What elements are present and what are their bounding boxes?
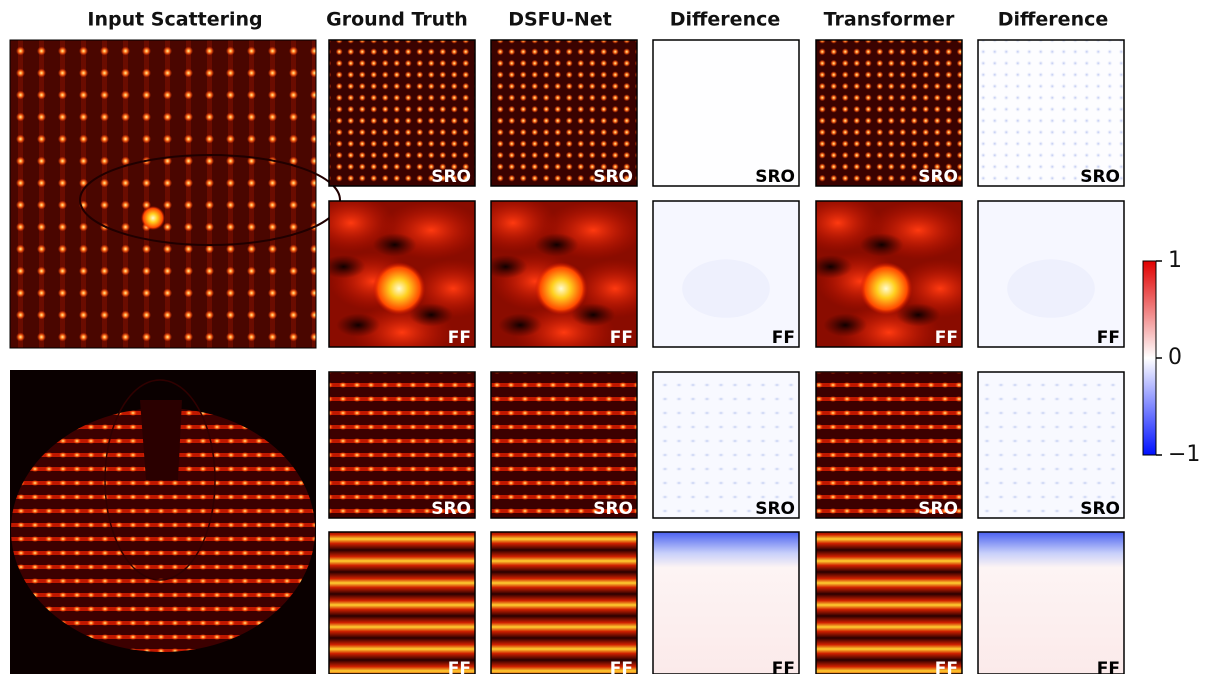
- panel-label: SRO: [1080, 499, 1120, 519]
- image-panel: [816, 201, 962, 347]
- image-panel: [653, 201, 799, 347]
- panel-label: SRO: [755, 167, 795, 187]
- column-header: Difference: [998, 9, 1109, 31]
- panel-label: SRO: [431, 499, 471, 519]
- image-panel: [329, 40, 475, 186]
- image-panel: [816, 40, 962, 186]
- image-panel: [978, 372, 1124, 518]
- panel-label: FF: [610, 328, 633, 348]
- image-panel: [491, 40, 637, 186]
- colorbar-tick-label: 0: [1168, 345, 1182, 370]
- panel-label: FF: [935, 328, 958, 348]
- panel-label: SRO: [1080, 167, 1120, 187]
- panel-label: FF: [772, 328, 795, 348]
- panel-label: SRO: [918, 499, 958, 519]
- image-panel: [653, 40, 799, 186]
- image-panel: [653, 532, 799, 674]
- image-panel: [978, 40, 1124, 186]
- panel-label: SRO: [431, 167, 471, 187]
- column-header: Ground Truth: [326, 9, 468, 31]
- image-panel: [329, 532, 475, 674]
- panel-label: FF: [935, 659, 958, 674]
- panel-label: SRO: [593, 499, 633, 519]
- panel-label: SRO: [918, 167, 958, 187]
- panel-label: FF: [610, 659, 633, 674]
- colorbar-tick-label: 1: [1168, 248, 1182, 273]
- column-header: Transformer: [824, 9, 955, 31]
- panel-label: FF: [1097, 328, 1120, 348]
- panel-label: FF: [448, 328, 471, 348]
- colorbar: [1143, 261, 1156, 455]
- image-panel: [978, 532, 1124, 674]
- image-panel: [329, 372, 475, 518]
- input-top: [10, 40, 340, 348]
- image-panel: [978, 201, 1124, 347]
- panel-label: SRO: [593, 167, 633, 187]
- image-panel: [491, 372, 637, 518]
- panel-label: FF: [772, 659, 795, 674]
- page: Input Scattering Ground Truth DSFU-Net Diff…: [0, 0, 1218, 674]
- colorbar-tick-label: −1: [1168, 442, 1200, 467]
- panel-label: FF: [1097, 659, 1120, 674]
- input-bottom: [10, 370, 316, 674]
- image-panel: [491, 532, 637, 674]
- column-header: Input Scattering: [87, 9, 262, 31]
- image-panel: [491, 201, 637, 347]
- image-panel: [653, 372, 799, 518]
- panel-label: SRO: [755, 499, 795, 519]
- column-header: Difference: [670, 9, 781, 31]
- figure: Input Scattering Ground Truth DSFU-Net Diff…: [0, 0, 1218, 674]
- image-panel: [816, 532, 962, 674]
- panel-label: FF: [448, 659, 471, 674]
- image-panel: [329, 201, 475, 347]
- image-panel: [816, 372, 962, 518]
- column-header: DSFU-Net: [508, 9, 612, 31]
